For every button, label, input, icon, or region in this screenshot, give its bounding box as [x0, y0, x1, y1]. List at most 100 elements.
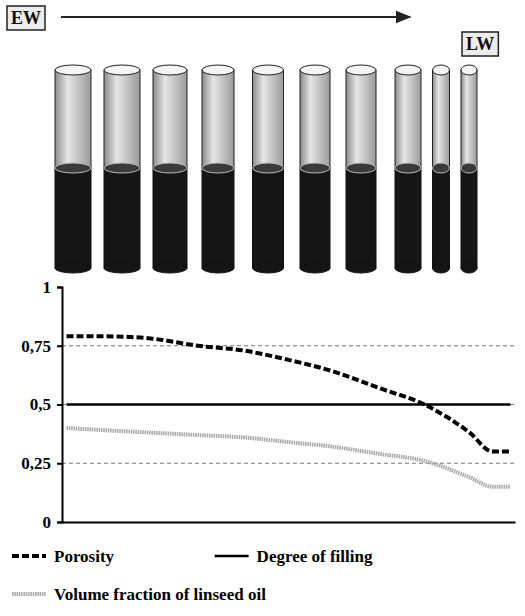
tick-mark [57, 404, 62, 406]
legend-label: Volume fraction of linseed oil [54, 585, 266, 604]
tick-label: 0 [43, 513, 52, 532]
cylinder [346, 65, 376, 273]
cylinder-filled [395, 168, 421, 268]
cylinder-top [433, 65, 450, 75]
tick: 0,5 [30, 395, 62, 414]
legend-item: Porosity [12, 547, 115, 566]
tick-label: 0,25 [21, 454, 51, 473]
cylinder [395, 65, 421, 273]
annotation-box: LW [462, 32, 498, 56]
cylinder [153, 65, 187, 273]
cylinder-empty [253, 70, 284, 168]
cylinder-filled [253, 168, 284, 268]
cylinder-filled [433, 168, 450, 268]
illustration: EW LW [7, 6, 498, 273]
cylinder-top [346, 65, 376, 75]
cylinder-bottom [202, 263, 234, 273]
legend-label: Porosity [54, 547, 115, 566]
legend-item: Degree of filling [215, 547, 373, 566]
cylinder-empty [202, 70, 234, 168]
cylinder-bottom [153, 263, 187, 273]
legend-swatch [215, 555, 249, 558]
cylinder [202, 65, 234, 273]
legend-swatch [12, 554, 46, 558]
cylinder-filled [300, 168, 330, 268]
legend: Porosity Degree of filling Volume fraction… [12, 547, 373, 604]
arrow [61, 16, 410, 18]
cylinder-top [55, 65, 91, 75]
cylinder-bottom [253, 263, 284, 273]
cylinder-bottom [461, 263, 477, 273]
series-line [67, 428, 511, 487]
cylinder-top [395, 65, 421, 75]
cylinder-bottom [346, 263, 376, 273]
cylinder [461, 65, 477, 273]
cylinder-bottom [55, 263, 91, 273]
series-line [67, 403, 511, 406]
tick-label: 1 [43, 278, 52, 297]
cylinder [433, 65, 450, 273]
axis-line [63, 522, 516, 524]
tick-mark [57, 287, 62, 289]
annotation: LW [466, 34, 494, 54]
cylinder-fill-level [395, 163, 421, 173]
cylinder-empty [461, 70, 477, 168]
cylinder-fill-level [202, 163, 234, 173]
tick-label: 0,75 [21, 337, 51, 356]
cylinder-empty [55, 70, 91, 168]
annotation-frame [462, 32, 498, 56]
y-axis: 0 0,25 0,5 0,75 1 [21, 278, 62, 532]
cylinder [253, 65, 284, 273]
cylinder-top [104, 65, 140, 75]
cylinder-empty [346, 70, 376, 168]
tick: 0,25 [21, 454, 62, 473]
cylinder-fill-level [461, 163, 477, 173]
cylinder-filled [461, 168, 477, 268]
tick-mark [57, 463, 62, 465]
chart: EW LW 0 0,25 0,5 0,75 1 Porosity Degree of filli… [0, 0, 525, 616]
tick: 1 [43, 278, 63, 297]
legend-item: Volume fraction of linseed oil [12, 585, 266, 604]
cylinder-empty [104, 70, 140, 168]
grid-line [62, 404, 515, 405]
grid-line [62, 463, 515, 464]
cylinder-filled [153, 168, 187, 268]
cylinder-fill-level [253, 163, 284, 173]
cylinder-top [253, 65, 284, 75]
cylinder-fill-level [346, 163, 376, 173]
cylinder-top [300, 65, 330, 75]
cylinder-filled [55, 168, 91, 268]
annotation-frame [7, 6, 45, 30]
tick: 0 [43, 513, 63, 532]
cylinder [104, 65, 140, 273]
cylinder-empty [433, 70, 450, 168]
cylinder-fill-level [104, 163, 140, 173]
cylinder-top [461, 65, 477, 75]
series-line [67, 336, 511, 451]
tick-label: 0,5 [30, 395, 51, 414]
cylinder-fill-level [153, 163, 187, 173]
grid-line [62, 345, 515, 346]
tick-mark [57, 522, 62, 524]
cylinder-fill-level [433, 163, 450, 173]
cylinder-bottom [395, 263, 421, 273]
cylinder [300, 65, 330, 273]
cylinder-fill-level [300, 163, 330, 173]
axis-line [57, 288, 63, 523]
cylinder-bottom [104, 263, 140, 273]
cylinder-bottom [433, 263, 450, 273]
annotation: EW [11, 8, 41, 28]
tick-mark [57, 345, 62, 347]
cylinder-filled [346, 168, 376, 268]
cylinder-empty [300, 70, 330, 168]
x-axis [63, 522, 516, 523]
cylinder-empty [395, 70, 421, 168]
cylinder-bottom [300, 263, 330, 273]
grid [62, 346, 515, 464]
legend-label: Degree of filling [257, 547, 373, 566]
cylinder-top [153, 65, 187, 75]
tick: 0,75 [21, 337, 62, 356]
cylinder-filled [202, 168, 234, 268]
cylinder-fill-level [55, 163, 91, 173]
plot-lines [67, 336, 511, 486]
